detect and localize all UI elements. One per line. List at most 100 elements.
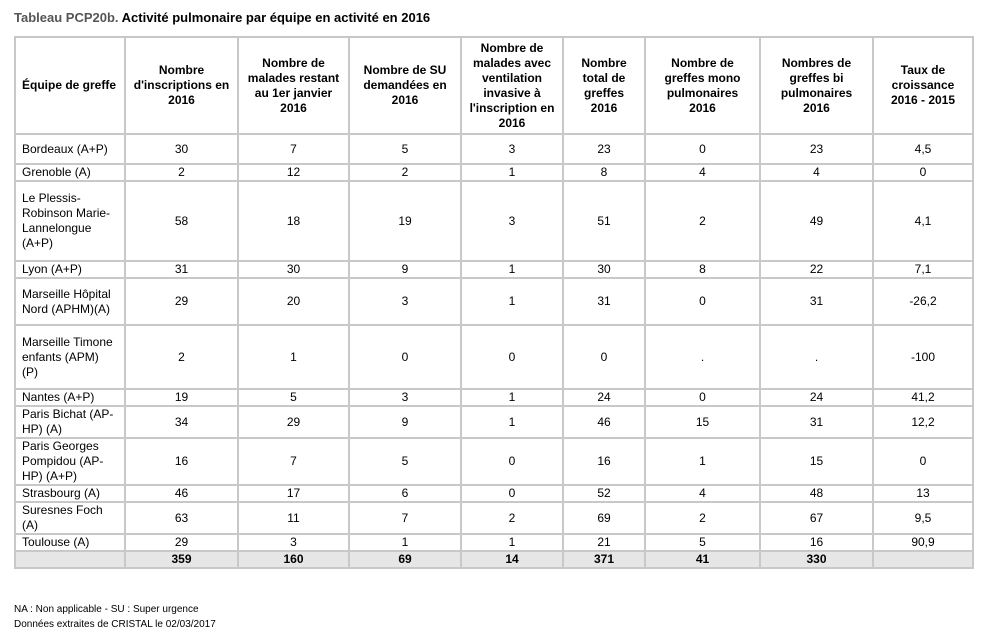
value-cell: 34 [124,405,239,439]
team-name-cell: Marseille Timone enfants (APM) (P) [14,324,126,390]
value-cell: 7 [348,501,462,535]
value-cell: 3 [237,533,350,552]
value-cell: 7,1 [872,260,974,279]
value-cell: 16 [759,533,874,552]
table-row: Strasbourg (A) 46 17 6 0 52 4 48 13 [14,484,974,503]
total-cell: 330 [759,550,874,569]
table-number: Tableau PCP20b. [14,10,119,25]
value-cell: 2 [644,501,761,535]
value-cell: 31 [759,405,874,439]
column-header: Nombre de malades avec ventilation invas… [460,36,564,135]
value-cell: 8 [644,260,761,279]
value-cell: 5 [348,133,462,165]
table-row: Lyon (A+P) 31 30 9 1 30 8 22 7,1 [14,260,974,279]
value-cell: 48 [759,484,874,503]
value-cell: 30 [237,260,350,279]
value-cell: 8 [562,163,646,182]
table-row: Bordeaux (A+P) 30 7 5 3 23 0 23 4,5 [14,133,974,165]
value-cell: 31 [562,277,646,326]
value-cell: 29 [124,277,239,326]
column-header: Nombre de malades restant au 1er janvier… [237,36,350,135]
table-row: Marseille Hôpital Nord (APHM)(A) 29 20 3 1 31… [14,277,974,326]
total-cell: 41 [644,550,761,569]
team-name-cell: Marseille Hôpital Nord (APHM)(A) [14,277,126,326]
value-cell: 0 [644,133,761,165]
table-row: Marseille Timone enfants (APM) (P) 2 1 0 0 0.… [14,324,974,390]
value-cell: 0 [460,437,564,486]
value-cell: 9 [348,405,462,439]
value-cell: 69 [562,501,646,535]
table-row: Toulouse (A) 29 3 1 1 21 5 16 90,9 [14,533,974,552]
value-cell: 0 [644,277,761,326]
value-cell: 9 [348,260,462,279]
total-row: 359 160 69 14 371 41 330 [14,550,974,569]
value-cell: 1 [348,533,462,552]
value-cell: . [644,324,761,390]
value-cell: 58 [124,180,239,262]
value-cell: 7 [237,437,350,486]
total-cell: 69 [348,550,462,569]
value-cell: -26,2 [872,277,974,326]
value-cell: 29 [237,405,350,439]
value-cell: 9,5 [872,501,974,535]
team-name-cell: Strasbourg (A) [14,484,126,503]
value-cell: 29 [124,533,239,552]
value-cell: 0 [562,324,646,390]
value-cell: 11 [237,501,350,535]
team-name-cell: Toulouse (A) [14,533,126,552]
value-cell: 23 [562,133,646,165]
value-cell: 12 [237,163,350,182]
total-cell: 160 [237,550,350,569]
value-cell: 17 [237,484,350,503]
value-cell: 90,9 [872,533,974,552]
team-name-cell: Lyon (A+P) [14,260,126,279]
value-cell: 4,1 [872,180,974,262]
value-cell: 1 [460,533,564,552]
value-cell: 41,2 [872,388,974,407]
value-cell: 51 [562,180,646,262]
header-row: Équipe de greffe Nombre d'inscriptions en… [14,36,974,135]
value-cell: 30 [124,133,239,165]
value-cell: 16 [124,437,239,486]
value-cell: 6 [348,484,462,503]
footnote-source: Données extraites de CRISTAL le 02/03/20… [14,619,216,630]
value-cell: 2 [124,324,239,390]
value-cell: 4 [759,163,874,182]
value-cell: 2 [124,163,239,182]
value-cell: 30 [562,260,646,279]
value-cell: 1 [460,405,564,439]
value-cell: 3 [348,388,462,407]
value-cell: 20 [237,277,350,326]
value-cell: 16 [562,437,646,486]
column-header: Nombre total de greffes 2016 [562,36,646,135]
value-cell: 7 [237,133,350,165]
total-cell [872,550,974,569]
value-cell: 31 [759,277,874,326]
value-cell: 1 [460,163,564,182]
value-cell: 1 [460,388,564,407]
value-cell: 23 [759,133,874,165]
value-cell: 13 [872,484,974,503]
team-name-cell: Bordeaux (A+P) [14,133,126,165]
value-cell: 4 [644,484,761,503]
value-cell: 67 [759,501,874,535]
table-row: Grenoble (A) 2 12 2 1 8 4 4 0 [14,163,974,182]
table-row: Nantes (A+P) 19 5 3 1 24 0 24 41,2 [14,388,974,407]
team-name-cell: Paris Georges Pompidou (AP-HP) (A+P) [14,437,126,486]
value-cell: 0 [348,324,462,390]
table-row: Le Plessis-Robinson Marie-Lannelongue (A… [14,180,974,262]
team-name-cell: Grenoble (A) [14,163,126,182]
value-cell: 21 [562,533,646,552]
value-cell: 1 [644,437,761,486]
team-name-cell: Nantes (A+P) [14,388,126,407]
team-name-cell: Paris Bichat (AP-HP) (A) [14,405,126,439]
table-row: Suresnes Foch (A) 63 11 7 2 69 2 67 9,5 [14,501,974,535]
value-cell: -100 [872,324,974,390]
value-cell: 3 [460,180,564,262]
value-cell: 19 [348,180,462,262]
column-header: Nombre de greffes mono pulmonaires 2016 [644,36,761,135]
value-cell: 0 [460,324,564,390]
total-cell: 14 [460,550,564,569]
data-table: Équipe de greffe Nombre d'inscriptions en… [14,36,974,569]
value-cell: 24 [562,388,646,407]
